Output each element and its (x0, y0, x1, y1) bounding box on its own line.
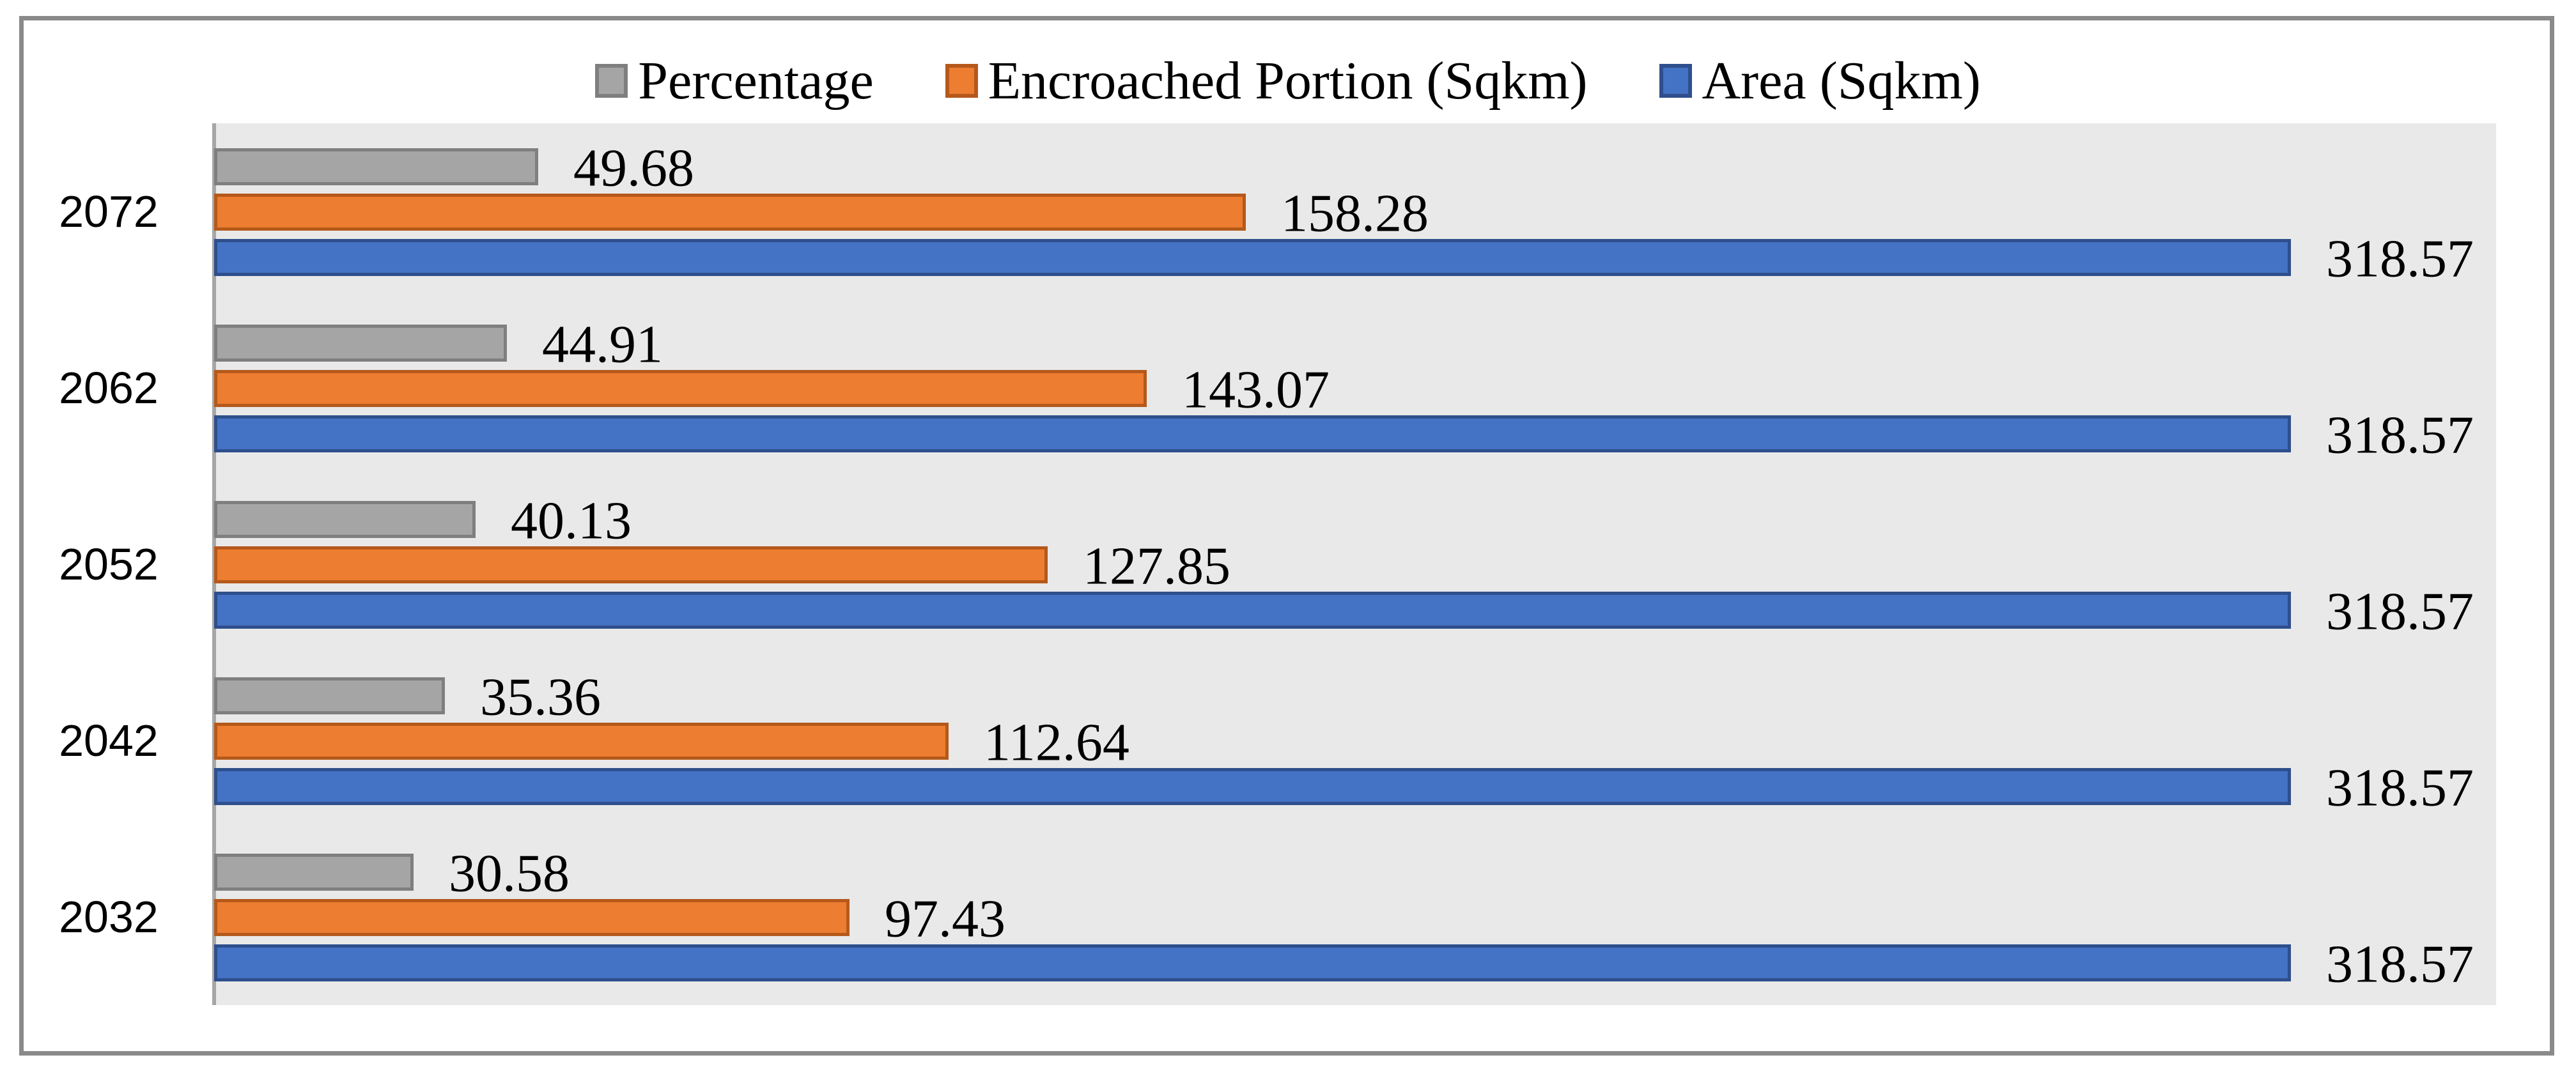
bar-percentage (214, 854, 414, 891)
legend-item-encroached: Encroached Portion (Sqkm) (945, 50, 1588, 111)
category-label: 2052 (59, 539, 159, 589)
value-label-area: 318.57 (2326, 405, 2474, 465)
value-label-area: 318.57 (2326, 229, 2474, 289)
value-label-percentage: 49.68 (573, 138, 694, 198)
value-label-encroached: 143.07 (1182, 360, 1330, 420)
legend-swatch-encroached-icon (945, 64, 978, 98)
value-label-percentage: 44.91 (542, 314, 663, 374)
bar-area (214, 944, 2291, 981)
legend-label-encroached: Encroached Portion (Sqkm) (988, 50, 1588, 111)
bar-area (214, 768, 2291, 805)
value-label-encroached: 158.28 (1281, 183, 1429, 243)
category-label: 2072 (59, 187, 159, 236)
value-label-encroached: 127.85 (1083, 536, 1230, 596)
bar-area (214, 239, 2291, 276)
value-label-percentage: 35.36 (480, 667, 601, 727)
bar-encroached (214, 723, 949, 760)
legend: Percentage Encroached Portion (Sqkm) Are… (0, 33, 2576, 129)
bar-encroached (214, 370, 1147, 407)
bar-area (214, 592, 2291, 629)
legend-item-area: Area (Sqkm) (1659, 50, 1981, 111)
plot-area: 49.68 158.28 318.57 44.91 143.07 318.57 40.13 1… (212, 123, 2496, 1005)
legend-swatch-area-icon (1659, 64, 1692, 98)
bar-percentage (214, 148, 538, 185)
value-label-area: 318.57 (2326, 581, 2474, 642)
value-label-percentage: 40.13 (511, 491, 632, 551)
legend-label-area: Area (Sqkm) (1702, 50, 1981, 111)
bar-percentage (214, 677, 445, 714)
value-label-encroached: 112.64 (984, 712, 1129, 772)
bar-encroached (214, 194, 1246, 231)
value-label-encroached: 97.43 (885, 889, 1005, 949)
bar-area (214, 415, 2291, 452)
legend-swatch-percentage-icon (595, 64, 628, 98)
value-label-area: 318.57 (2326, 934, 2474, 994)
category-label: 2032 (59, 892, 159, 942)
bar-encroached (214, 899, 850, 936)
legend-item-percentage: Percentage (595, 50, 874, 111)
category-label: 2042 (59, 716, 159, 765)
value-label-area: 318.57 (2326, 758, 2474, 818)
category-label: 2062 (59, 363, 159, 413)
legend-label-percentage: Percentage (638, 50, 874, 111)
bar-percentage (214, 325, 507, 362)
bar-encroached (214, 546, 1048, 583)
bar-percentage (214, 501, 476, 538)
value-label-percentage: 30.58 (449, 843, 570, 903)
